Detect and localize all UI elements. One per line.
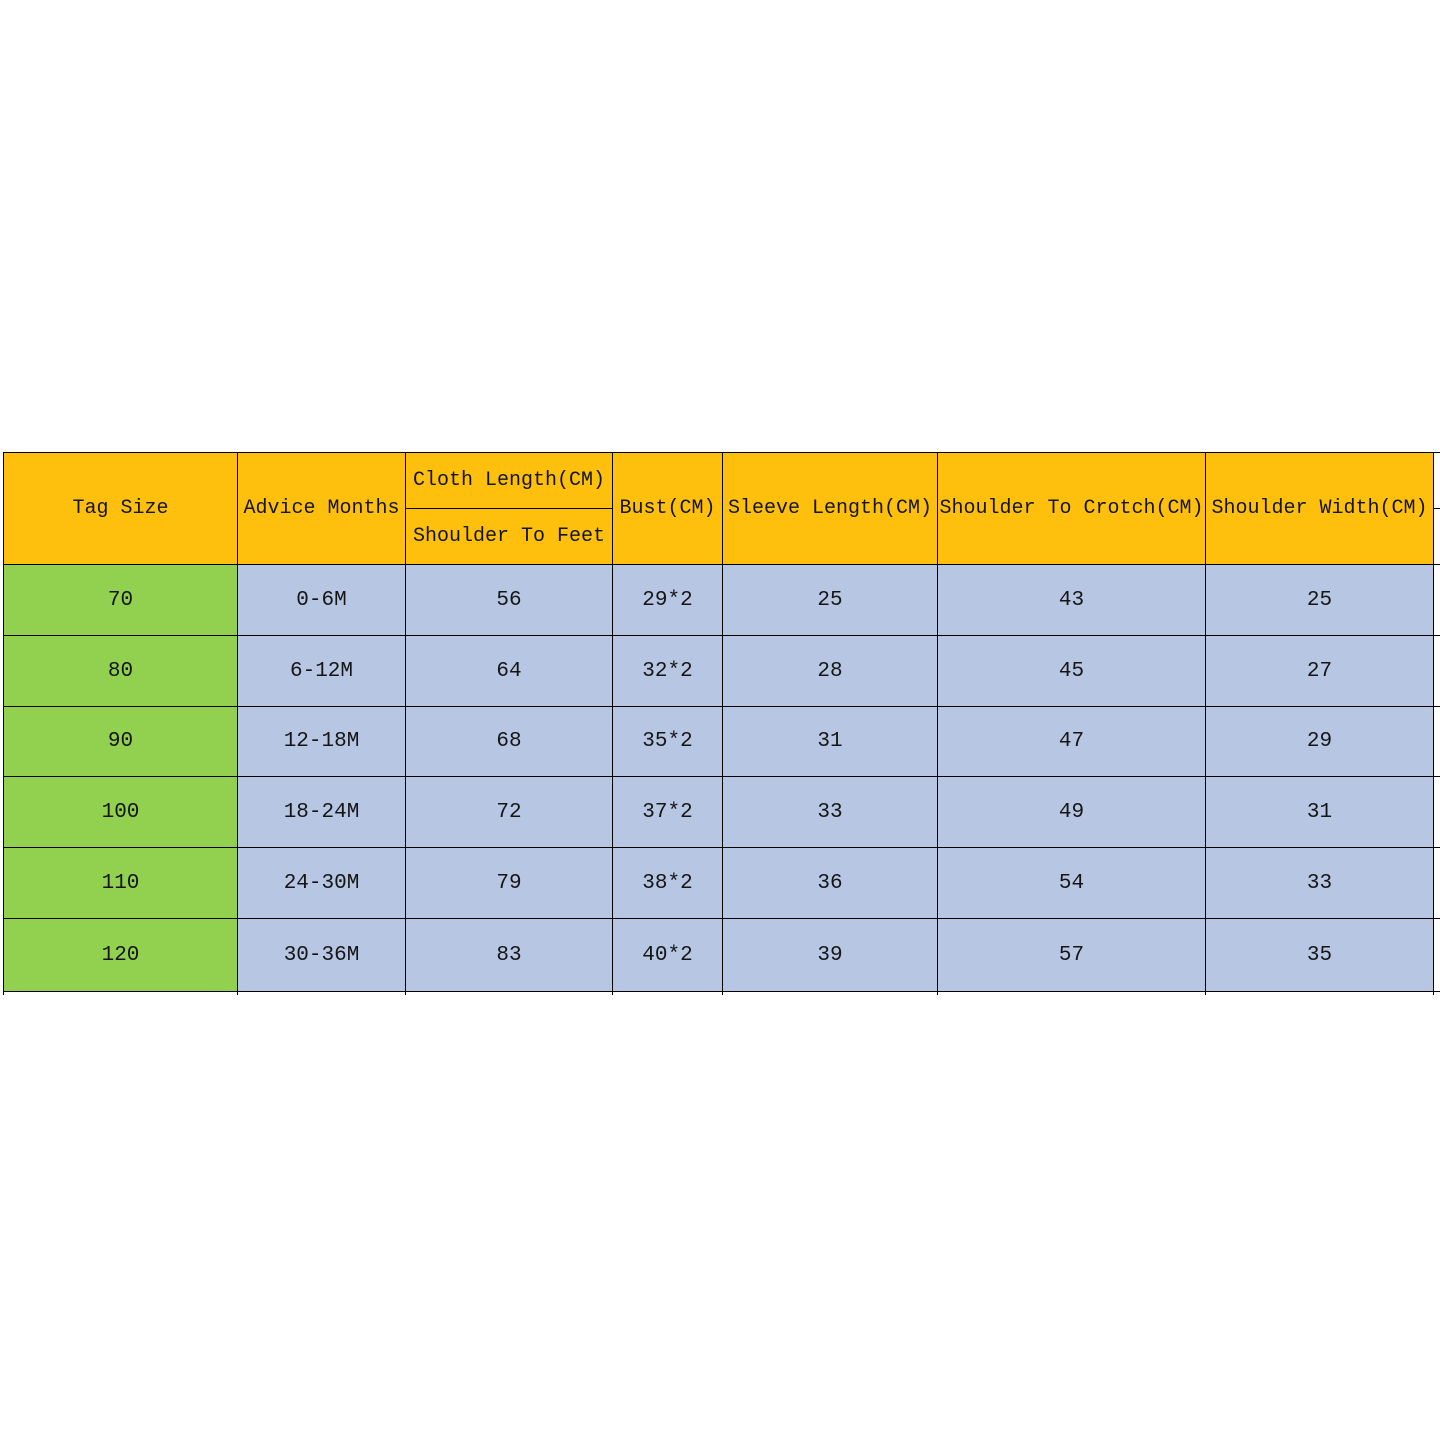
table-row: 90 12-18M 68 35*2 31 47 29 bbox=[3, 706, 1440, 777]
cell-shoulder-width: 31 bbox=[1205, 776, 1434, 848]
cell-bust: 40*2 bbox=[612, 918, 723, 992]
cell-bust: 37*2 bbox=[612, 776, 723, 848]
cell-cutoff bbox=[937, 991, 1206, 995]
cell-tag-size: 80 bbox=[3, 635, 238, 707]
table-row: 100 18-24M 72 37*2 33 49 31 bbox=[3, 776, 1440, 848]
cell-cloth-length: 79 bbox=[405, 847, 613, 919]
header-row-top: Tag Size Advice Months Cloth Length(CM) … bbox=[3, 452, 1440, 565]
cell-advice-months: 24-30M bbox=[237, 847, 406, 919]
table-row: 80 6-12M 64 32*2 28 45 27 bbox=[3, 635, 1440, 707]
table-body: 70 0-6M 56 29*2 25 43 25 80 6-12M 64 32*… bbox=[3, 564, 1440, 995]
header-cell-tag-size: Tag Size bbox=[3, 452, 238, 565]
cell-cutoff-column bbox=[1433, 918, 1440, 992]
table-row-partial-cutoff bbox=[3, 991, 1440, 995]
cell-bust: 32*2 bbox=[612, 635, 723, 707]
cell-shoulder-to-crotch: 43 bbox=[937, 564, 1206, 636]
cell-cutoff bbox=[237, 991, 406, 995]
cell-cloth-length: 72 bbox=[405, 776, 613, 848]
cell-sleeve-length: 25 bbox=[722, 564, 938, 636]
cell-shoulder-width: 27 bbox=[1205, 635, 1434, 707]
cell-shoulder-width: 25 bbox=[1205, 564, 1434, 636]
cell-shoulder-width: 33 bbox=[1205, 847, 1434, 919]
cell-cutoff bbox=[612, 991, 723, 995]
cell-sleeve-length: 36 bbox=[722, 847, 938, 919]
header-cell-shoulder-to-crotch: Shoulder To Crotch(CM) bbox=[937, 452, 1206, 565]
cell-shoulder-to-crotch: 45 bbox=[937, 635, 1206, 707]
cell-tag-size: 110 bbox=[3, 847, 238, 919]
header-cell-cutoff-column-bottom bbox=[1433, 508, 1440, 565]
cell-tag-size: 70 bbox=[3, 564, 238, 636]
cell-advice-months: 6-12M bbox=[237, 635, 406, 707]
size-chart-table: Tag Size Advice Months Cloth Length(CM) … bbox=[3, 452, 1440, 995]
table-row: 110 24-30M 79 38*2 36 54 33 bbox=[3, 847, 1440, 919]
cell-sleeve-length: 28 bbox=[722, 635, 938, 707]
cell-cutoff-column bbox=[1433, 776, 1440, 848]
cell-advice-months: 0-6M bbox=[237, 564, 406, 636]
cell-shoulder-width: 35 bbox=[1205, 918, 1434, 992]
header-cell-cutoff-column-top bbox=[1433, 452, 1440, 509]
cell-cloth-length: 56 bbox=[405, 564, 613, 636]
header-cell-advice-months: Advice Months bbox=[237, 452, 406, 565]
header-row-bottom: Shoulder To Feet bbox=[4, 508, 1440, 565]
size-table: Tag Size Advice Months Cloth Length(CM) … bbox=[3, 452, 1440, 995]
header-cell-cloth-length: Cloth Length(CM) bbox=[405, 452, 613, 509]
cell-sleeve-length: 33 bbox=[722, 776, 938, 848]
header-cell-sleeve-length: Sleeve Length(CM) bbox=[722, 452, 938, 565]
cell-cutoff bbox=[1205, 991, 1434, 995]
cell-cutoff-column bbox=[1433, 706, 1440, 777]
cell-advice-months: 12-18M bbox=[237, 706, 406, 777]
cell-cutoff bbox=[405, 991, 613, 995]
table-row: 70 0-6M 56 29*2 25 43 25 bbox=[3, 564, 1440, 636]
cell-sleeve-length: 31 bbox=[722, 706, 938, 777]
cell-tag-size: 90 bbox=[3, 706, 238, 777]
cell-cutoff bbox=[3, 991, 238, 995]
header-cell-bust: Bust(CM) bbox=[612, 452, 723, 565]
table-row: 120 30-36M 83 40*2 39 57 35 bbox=[3, 918, 1440, 992]
cell-cutoff-column bbox=[1433, 847, 1440, 919]
header-cell-shoulder-to-feet: Shoulder To Feet bbox=[405, 508, 613, 565]
cell-cloth-length: 64 bbox=[405, 635, 613, 707]
cell-shoulder-to-crotch: 47 bbox=[937, 706, 1206, 777]
cell-bust: 35*2 bbox=[612, 706, 723, 777]
cell-sleeve-length: 39 bbox=[722, 918, 938, 992]
cell-cutoff bbox=[722, 991, 938, 995]
cell-shoulder-to-crotch: 49 bbox=[937, 776, 1206, 848]
cell-cloth-length: 83 bbox=[405, 918, 613, 992]
header-cell-shoulder-width: Shoulder Width(CM) bbox=[1205, 452, 1434, 565]
cell-cutoff-column bbox=[1433, 564, 1440, 636]
cell-advice-months: 18-24M bbox=[237, 776, 406, 848]
cell-shoulder-to-crotch: 57 bbox=[937, 918, 1206, 992]
cell-bust: 29*2 bbox=[612, 564, 723, 636]
cell-advice-months: 30-36M bbox=[237, 918, 406, 992]
cell-shoulder-width: 29 bbox=[1205, 706, 1434, 777]
cell-cutoff-column bbox=[1433, 635, 1440, 707]
cell-bust: 38*2 bbox=[612, 847, 723, 919]
cell-tag-size: 120 bbox=[3, 918, 238, 992]
table-header: Tag Size Advice Months Cloth Length(CM) … bbox=[3, 452, 1440, 565]
cell-tag-size: 100 bbox=[3, 776, 238, 848]
cell-cloth-length: 68 bbox=[405, 706, 613, 777]
cell-cutoff bbox=[1433, 991, 1440, 995]
cell-shoulder-to-crotch: 54 bbox=[937, 847, 1206, 919]
